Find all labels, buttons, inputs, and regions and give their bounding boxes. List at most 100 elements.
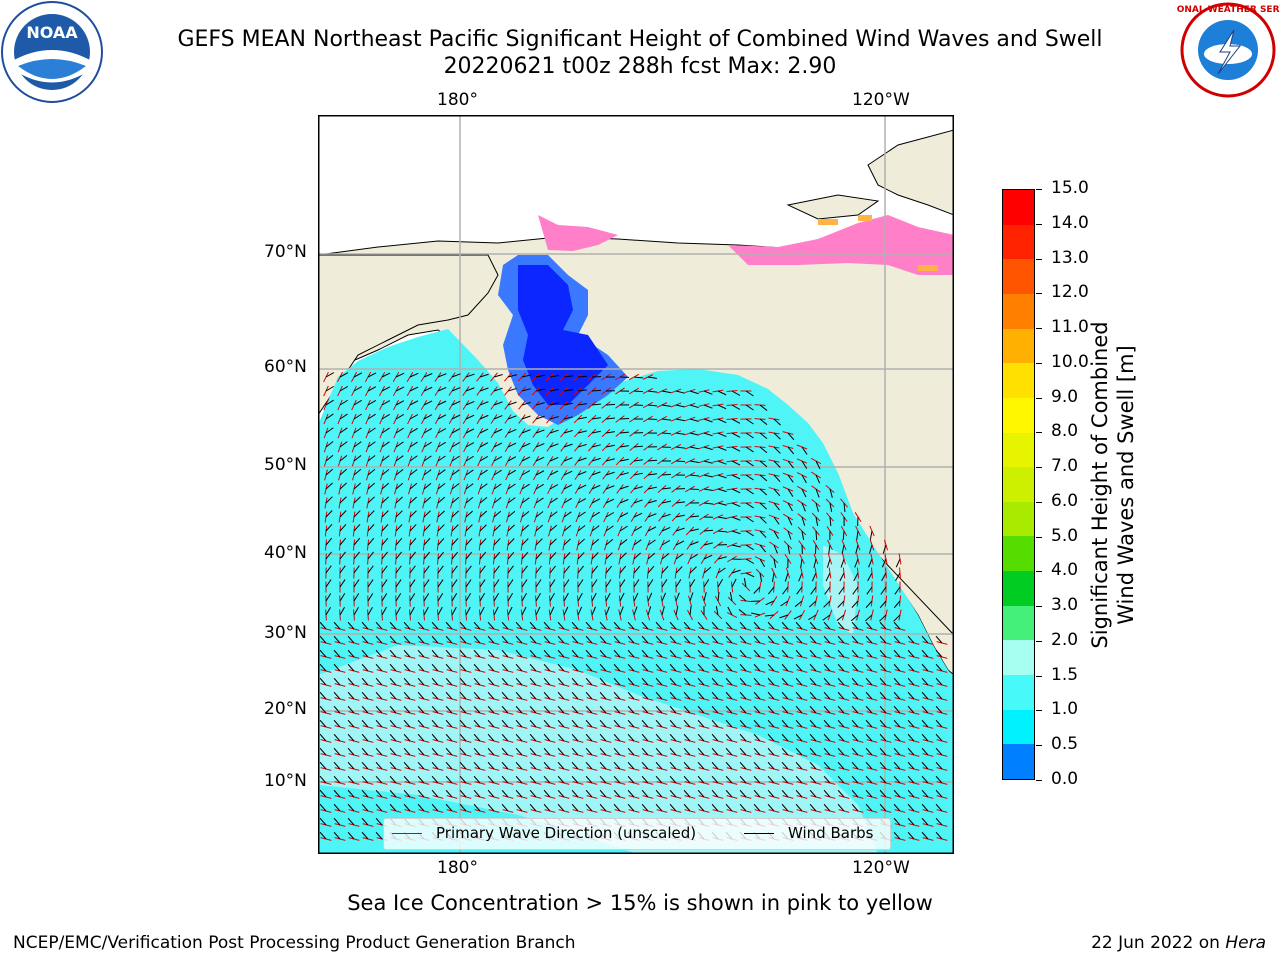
wind-barb [851,747,859,756]
wind-barb [725,705,733,714]
wind-barb [409,427,418,434]
wind-barb [711,747,719,756]
wind-barb [361,803,369,812]
wind-barb [445,761,453,770]
wind-barb [339,441,348,448]
wind-barb [851,663,859,672]
wind-barb [739,789,747,798]
wind-barb [585,635,593,644]
land-arctic-island2 [786,194,880,220]
colorbar-cell [1003,467,1034,503]
wind-barb [347,663,355,672]
wind-barb [451,469,460,476]
wind-barb [753,621,761,630]
wind-barb [627,677,635,686]
wind-barb [781,733,789,742]
wind-barb [605,592,611,602]
wind-barb [375,789,383,798]
wind-barb [739,649,747,658]
wind-barb [661,500,671,504]
wind-barb [591,389,602,392]
wind-barb [921,817,929,826]
wind-barb [781,789,789,798]
wind-barb [493,579,500,588]
wind-barb [675,418,685,422]
wind-barb [619,552,627,560]
wind-barb [375,621,383,630]
wind-barb [879,621,887,630]
wind-barb [717,488,727,493]
wind-barb [795,621,803,630]
wind-barb [599,789,607,798]
wind-barb [745,404,754,411]
wind-barb [431,677,439,686]
wind-barb [557,677,565,686]
wind-barb [613,649,621,658]
wind-barb [543,803,551,812]
wind-barb [381,510,389,518]
colorbar-tick-label: 0.0 [1051,769,1079,789]
wind-barb [591,538,600,546]
wind-barb [333,677,341,686]
wind-barb [647,473,657,476]
wind-barb [599,621,607,630]
wind-barb [725,761,733,770]
wind-barb [823,600,831,608]
wind-barb [669,621,677,630]
wind-barb [459,719,467,728]
wind-barb [577,498,587,504]
colorbar-tick-label: 7.0 [1051,456,1079,477]
wind-barb [781,705,789,714]
wave-direction-arrow [380,539,384,551]
wind-barb [529,663,537,672]
wind-barb [493,469,502,476]
wind-barb [529,691,537,700]
wind-barb [865,677,873,686]
wind-barb [577,592,583,602]
wind-barb [563,606,569,616]
wind-barb [731,418,741,424]
wind-barb [759,558,766,567]
wind-barb [767,635,775,644]
wind-barb [633,390,644,393]
wind-barb [487,747,495,756]
wind-barb [535,443,545,448]
wind-barb [585,621,593,630]
wind-barb [689,446,699,450]
wind-barb [837,803,845,812]
wind-barb [711,775,719,784]
wind-barb [521,592,527,602]
wind-barb [361,663,369,672]
wind-barb [367,455,376,462]
wind-barb [535,374,545,378]
wind-barb [851,677,859,686]
wind-barb [599,775,607,784]
wind-barb [549,416,559,420]
wind-barb [529,775,537,784]
wind-barb [367,524,375,532]
wind-barb [759,488,768,496]
wind-barb [409,551,417,560]
wind-barb [353,455,362,462]
wind-barb [515,649,523,658]
wind-barb [669,803,677,812]
wind-barb [521,606,527,616]
wave-direction-arrow [827,609,833,621]
wind-barb [717,591,720,602]
wind-barb [921,649,929,658]
wind-barb [339,386,349,392]
wind-barb [703,474,713,478]
wind-barb [319,761,327,770]
wind-barb [451,387,461,392]
wind-barb [557,719,565,728]
wind-barb [395,386,405,392]
wind-barb [563,565,570,574]
wind-barb [879,677,887,686]
wind-barb [395,427,404,434]
wind-barb [319,691,327,700]
wind-barb [655,677,663,686]
wind-barb [577,552,585,560]
lat-label-50n: 50°N [264,455,307,475]
wind-barb [767,761,775,770]
chart-title: GEFS MEAN Northeast Pacific Significant … [177,27,1103,52]
